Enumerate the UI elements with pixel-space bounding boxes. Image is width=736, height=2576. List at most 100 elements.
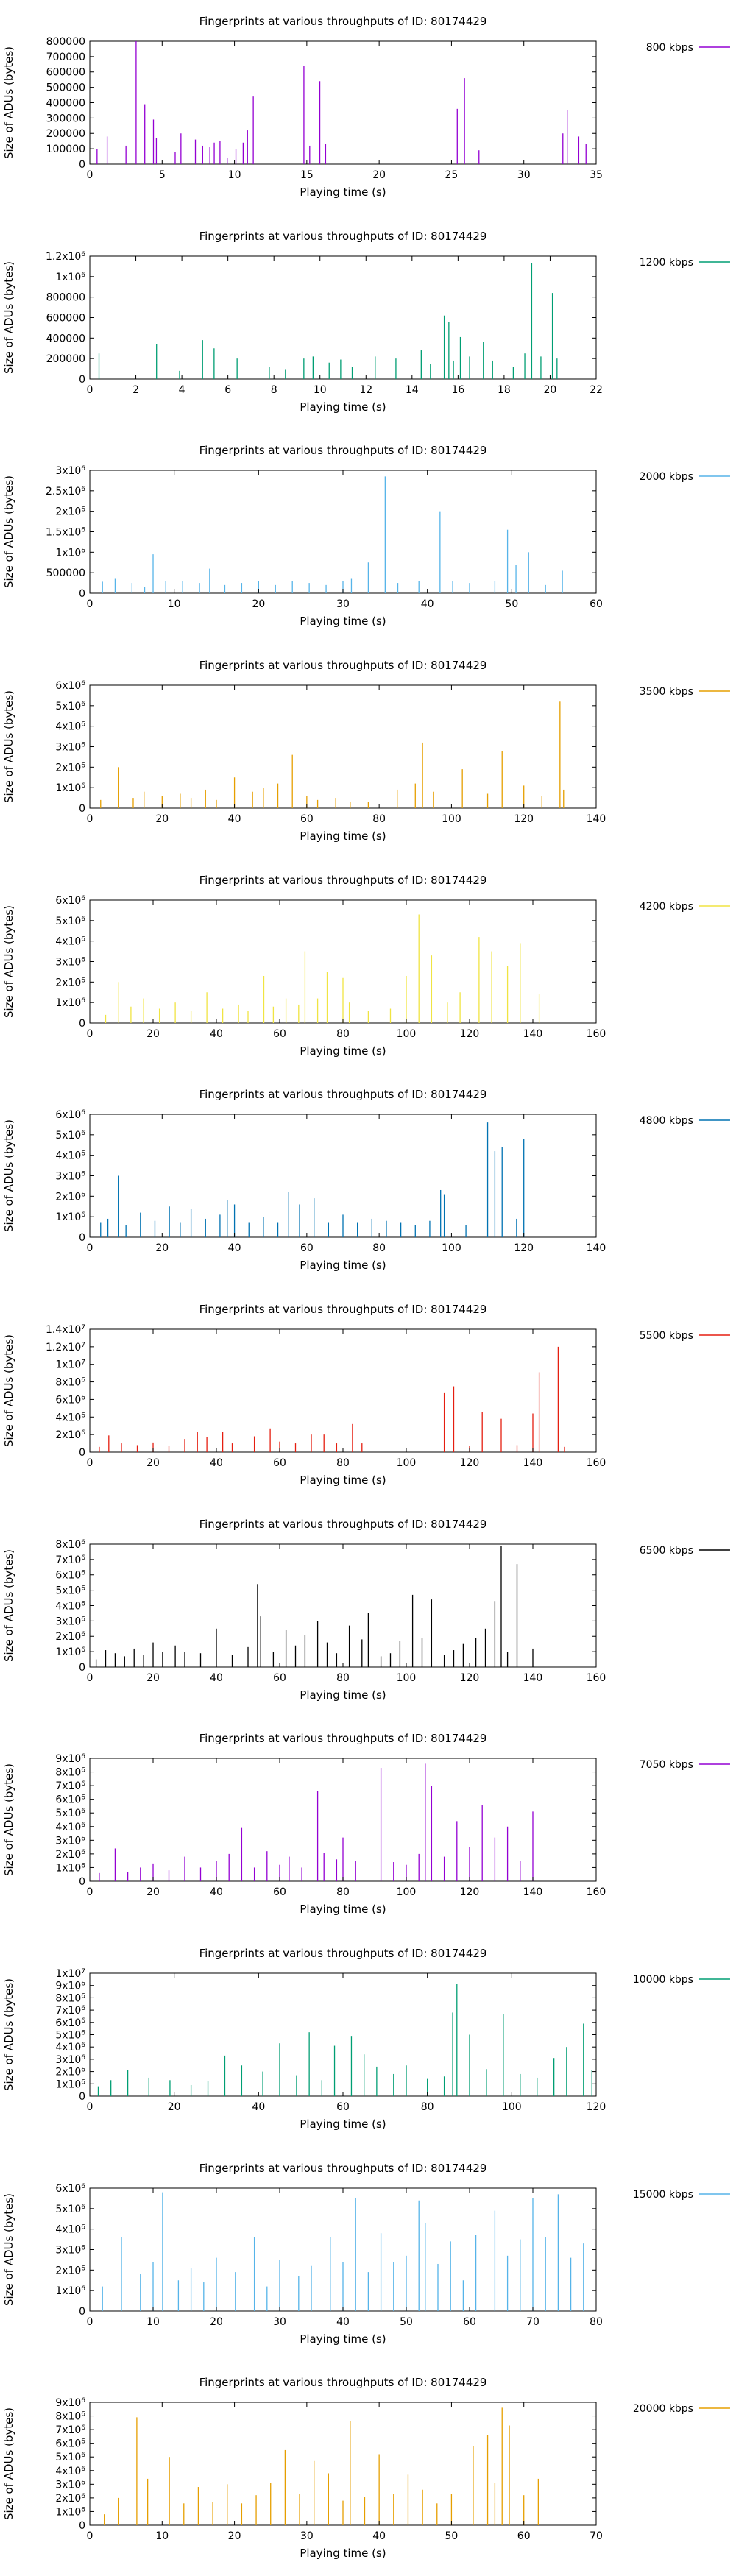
chart-panel: Fingerprints at various throughputs of I… bbox=[2, 444, 730, 628]
y-tick-label: 2x106 bbox=[55, 1631, 85, 1643]
x-tick-label: 120 bbox=[460, 1457, 480, 1469]
y-tick-label: 8x106 bbox=[55, 1377, 85, 1389]
x-tick-label: 14 bbox=[406, 384, 419, 396]
y-tick-label: 6x106 bbox=[55, 1794, 85, 1806]
x-tick-label: 40 bbox=[210, 1672, 223, 1684]
y-tick-label: 6x106 bbox=[55, 2438, 85, 2450]
y-tick-label: 2x106 bbox=[55, 2493, 85, 2505]
chart-title: Fingerprints at various throughputs of I… bbox=[199, 874, 487, 887]
y-tick-label: 4x106 bbox=[55, 2042, 85, 2053]
y-tick-label: 8x106 bbox=[55, 1992, 85, 2004]
y-tick-label: 4x106 bbox=[55, 1822, 85, 1833]
x-tick-label: 70 bbox=[590, 2530, 603, 2542]
x-tick-label: 20 bbox=[155, 1242, 169, 1254]
y-tick-label: 0 bbox=[79, 1018, 85, 1030]
x-tick-label: 0 bbox=[87, 1672, 93, 1684]
y-tick-label: 3x106 bbox=[55, 1836, 85, 1847]
x-tick-label: 160 bbox=[587, 1028, 606, 1040]
x-tick-label: 0 bbox=[87, 1242, 93, 1254]
y-tick-label: 5x106 bbox=[55, 915, 85, 927]
x-tick-label: 140 bbox=[523, 1028, 543, 1040]
y-tick-label: 6x106 bbox=[55, 1109, 85, 1121]
chart-panel: Fingerprints at various throughputs of I… bbox=[2, 15, 730, 199]
chart-title: Fingerprints at various throughputs of I… bbox=[199, 1088, 487, 1101]
y-tick-label: 1x106 bbox=[55, 2507, 85, 2519]
y-tick-label: 300000 bbox=[46, 113, 85, 124]
x-tick-label: 40 bbox=[228, 1242, 241, 1254]
y-axis-label: Size of ADUs (bytes) bbox=[2, 475, 15, 588]
y-tick-label: 0 bbox=[79, 2520, 85, 2532]
y-tick-label: 5x106 bbox=[55, 2029, 85, 2041]
x-tick-label: 100 bbox=[397, 1672, 417, 1684]
y-tick-label: 1.4x107 bbox=[46, 1324, 85, 1336]
y-tick-label: 3x106 bbox=[55, 956, 85, 968]
x-tick-label: 140 bbox=[523, 1457, 543, 1469]
y-tick-label: 200000 bbox=[46, 353, 85, 365]
y-tick-label: 2x106 bbox=[55, 1192, 85, 1203]
x-tick-label: 40 bbox=[252, 2101, 265, 2113]
y-tick-label: 1.2x107 bbox=[46, 1342, 85, 1354]
y-tick-label: 1x107 bbox=[55, 1359, 85, 1371]
chart-panel: Fingerprints at various throughputs of I… bbox=[2, 2376, 730, 2560]
y-tick-label: 500000 bbox=[46, 567, 85, 579]
legend-label: 4200 kbps bbox=[640, 901, 693, 913]
x-tick-label: 40 bbox=[210, 1457, 223, 1469]
y-tick-label: 400000 bbox=[46, 97, 85, 109]
x-axis-label: Playing time (s) bbox=[300, 400, 386, 414]
y-tick-label: 2x106 bbox=[55, 2067, 85, 2078]
y-tick-label: 1x106 bbox=[55, 1211, 85, 1223]
y-axis-label: Size of ADUs (bytes) bbox=[2, 2407, 15, 2520]
x-tick-label: 40 bbox=[228, 813, 241, 825]
y-tick-label: 5x106 bbox=[55, 2203, 85, 2215]
x-tick-label: 22 bbox=[590, 384, 603, 396]
chart-panel: Fingerprints at various throughputs of I… bbox=[2, 659, 730, 843]
y-tick-label: 4x106 bbox=[55, 2223, 85, 2235]
x-tick-label: 20 bbox=[146, 1457, 160, 1469]
y-tick-label: 1x107 bbox=[55, 1968, 85, 1980]
x-tick-label: 120 bbox=[460, 1886, 480, 1898]
y-axis-label: Size of ADUs (bytes) bbox=[2, 2193, 15, 2306]
chart-panel: Fingerprints at various throughputs of I… bbox=[2, 1088, 730, 1272]
x-tick-label: 10 bbox=[228, 169, 241, 181]
y-tick-label: 5x106 bbox=[55, 701, 85, 712]
y-tick-label: 4x106 bbox=[55, 1150, 85, 1162]
x-tick-label: 40 bbox=[210, 1886, 223, 1898]
y-tick-label: 9x106 bbox=[55, 1753, 85, 1765]
x-tick-label: 20 bbox=[228, 2530, 241, 2542]
x-tick-label: 0 bbox=[87, 1886, 93, 1898]
y-tick-label: 8x106 bbox=[55, 1539, 85, 1551]
x-tick-label: 20 bbox=[252, 598, 265, 610]
chart-panel: Fingerprints at various throughputs of I… bbox=[2, 874, 730, 1058]
y-tick-label: 2x106 bbox=[55, 762, 85, 774]
x-tick-label: 160 bbox=[587, 1886, 606, 1898]
plot-frame bbox=[89, 470, 597, 594]
x-tick-label: 120 bbox=[460, 1672, 480, 1684]
chart-title: Fingerprints at various throughputs of I… bbox=[199, 15, 487, 28]
x-axis-label: Playing time (s) bbox=[300, 2332, 386, 2346]
x-tick-label: 40 bbox=[421, 598, 434, 610]
y-tick-label: 6x106 bbox=[55, 2183, 85, 2195]
y-tick-label: 1x106 bbox=[55, 1646, 85, 1658]
y-tick-label: 4x106 bbox=[55, 935, 85, 947]
y-tick-label: 800000 bbox=[46, 36, 85, 48]
x-tick-label: 0 bbox=[87, 169, 93, 181]
y-tick-label: 1x106 bbox=[55, 782, 85, 794]
x-tick-label: 0 bbox=[87, 1457, 93, 1469]
x-tick-label: 100 bbox=[502, 2101, 522, 2113]
y-tick-label: 6x106 bbox=[55, 1569, 85, 1581]
legend-label: 5500 kbps bbox=[640, 1330, 693, 1342]
y-axis-label: Size of ADUs (bytes) bbox=[2, 1119, 15, 1232]
y-tick-label: 0 bbox=[79, 1232, 85, 1244]
x-tick-label: 100 bbox=[397, 1886, 417, 1898]
x-tick-label: 35 bbox=[590, 169, 603, 181]
y-tick-label: 7x106 bbox=[55, 1554, 85, 1566]
x-tick-label: 8 bbox=[271, 384, 277, 396]
x-axis-label: Playing time (s) bbox=[300, 2117, 386, 2131]
y-tick-label: 600000 bbox=[46, 312, 85, 324]
x-tick-label: 60 bbox=[336, 2101, 350, 2113]
x-tick-label: 70 bbox=[526, 2316, 539, 2328]
x-tick-label: 100 bbox=[397, 1028, 417, 1040]
y-tick-label: 600000 bbox=[46, 67, 85, 79]
y-tick-label: 0 bbox=[79, 159, 85, 171]
chart-panel: Fingerprints at various throughputs of I… bbox=[2, 2162, 730, 2346]
